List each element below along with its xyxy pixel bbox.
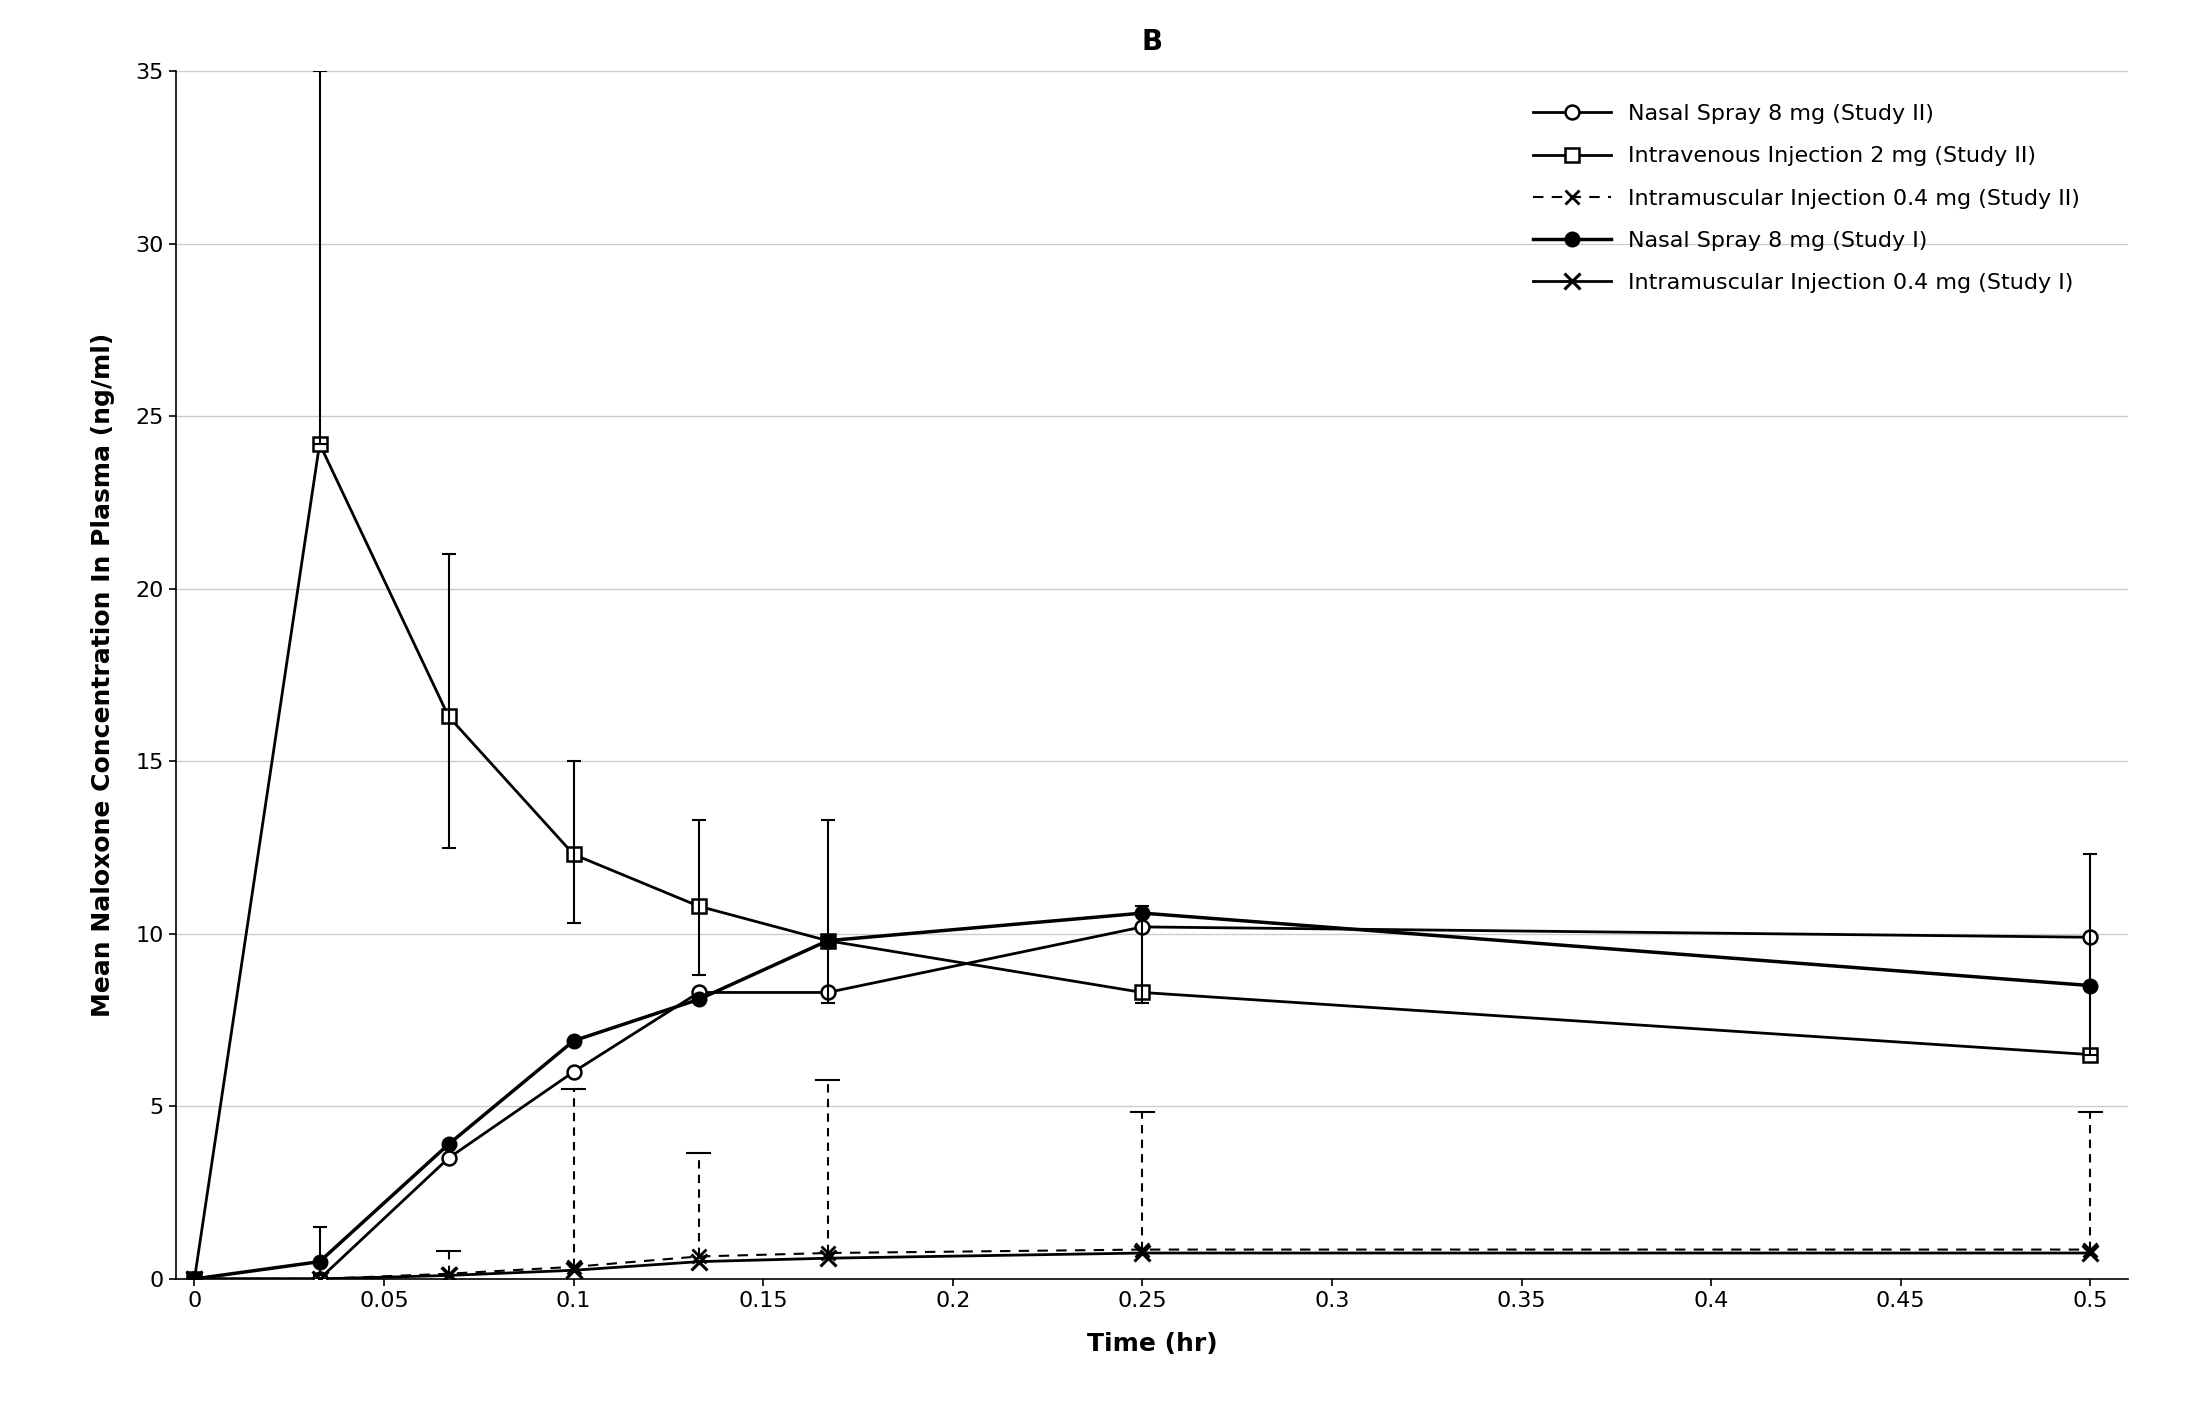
Nasal Spray 8 mg (Study II) [1130,918,1156,935]
Intravenous Injection 2 mg (Study II) [685,898,711,915]
Title: B: B [1141,28,1163,57]
Intramuscular Injection 0.4 mg (Study I) [814,1249,840,1266]
Intramuscular Injection 0.4 mg (Study I) [434,1268,461,1285]
Intravenous Injection 2 mg (Study II) [559,845,586,863]
Nasal Spray 8 mg (Study I) [2078,978,2104,995]
Nasal Spray 8 mg (Study I) [434,1135,461,1152]
Line: Nasal Spray 8 mg (Study II): Nasal Spray 8 mg (Study II) [186,919,2097,1286]
Line: Intramuscular Injection 0.4 mg (Study I): Intramuscular Injection 0.4 mg (Study I) [186,1245,2100,1287]
Intramuscular Injection 0.4 mg (Study II) [685,1248,711,1265]
Nasal Spray 8 mg (Study II) [685,983,711,1000]
Nasal Spray 8 mg (Study II) [434,1150,461,1167]
Intramuscular Injection 0.4 mg (Study II) [2078,1241,2104,1258]
Nasal Spray 8 mg (Study I) [1130,905,1156,922]
Intravenous Injection 2 mg (Study II) [2078,1046,2104,1063]
Intramuscular Injection 0.4 mg (Study II) [182,1270,208,1287]
Nasal Spray 8 mg (Study I) [182,1270,208,1287]
Line: Intramuscular Injection 0.4 mg (Study II): Intramuscular Injection 0.4 mg (Study II… [186,1242,2097,1286]
X-axis label: Time (hr): Time (hr) [1086,1331,1218,1356]
Legend: Nasal Spray 8 mg (Study II), Intravenous Injection 2 mg (Study II), Intramuscula: Nasal Spray 8 mg (Study II), Intravenous… [1525,95,2089,301]
Intramuscular Injection 0.4 mg (Study II) [307,1270,333,1287]
Intramuscular Injection 0.4 mg (Study I) [1130,1245,1156,1262]
Y-axis label: Mean Naloxone Concentration In Plasma (ng/ml): Mean Naloxone Concentration In Plasma (n… [90,333,114,1017]
Intramuscular Injection 0.4 mg (Study II) [559,1259,586,1276]
Intramuscular Injection 0.4 mg (Study II) [1130,1241,1156,1258]
Intramuscular Injection 0.4 mg (Study I) [182,1270,208,1287]
Intramuscular Injection 0.4 mg (Study I) [559,1262,586,1279]
Intramuscular Injection 0.4 mg (Study I) [2078,1245,2104,1262]
Nasal Spray 8 mg (Study I) [307,1253,333,1270]
Intravenous Injection 2 mg (Study II) [814,932,840,949]
Intravenous Injection 2 mg (Study II) [307,435,333,452]
Nasal Spray 8 mg (Study I) [685,990,711,1007]
Intravenous Injection 2 mg (Study II) [434,708,461,725]
Intramuscular Injection 0.4 mg (Study I) [685,1253,711,1270]
Nasal Spray 8 mg (Study I) [559,1032,586,1049]
Line: Nasal Spray 8 mg (Study I): Nasal Spray 8 mg (Study I) [186,907,2097,1286]
Nasal Spray 8 mg (Study II) [2078,929,2104,946]
Nasal Spray 8 mg (Study II) [814,983,840,1000]
Intramuscular Injection 0.4 mg (Study II) [814,1245,840,1262]
Nasal Spray 8 mg (Study I) [814,932,840,949]
Intravenous Injection 2 mg (Study II) [182,1270,208,1287]
Nasal Spray 8 mg (Study II) [559,1063,586,1080]
Nasal Spray 8 mg (Study II) [307,1270,333,1287]
Intramuscular Injection 0.4 mg (Study II) [434,1265,461,1282]
Line: Intravenous Injection 2 mg (Study II): Intravenous Injection 2 mg (Study II) [186,436,2097,1286]
Intravenous Injection 2 mg (Study II) [1130,983,1156,1000]
Intramuscular Injection 0.4 mg (Study I) [307,1270,333,1287]
Nasal Spray 8 mg (Study II) [182,1270,208,1287]
